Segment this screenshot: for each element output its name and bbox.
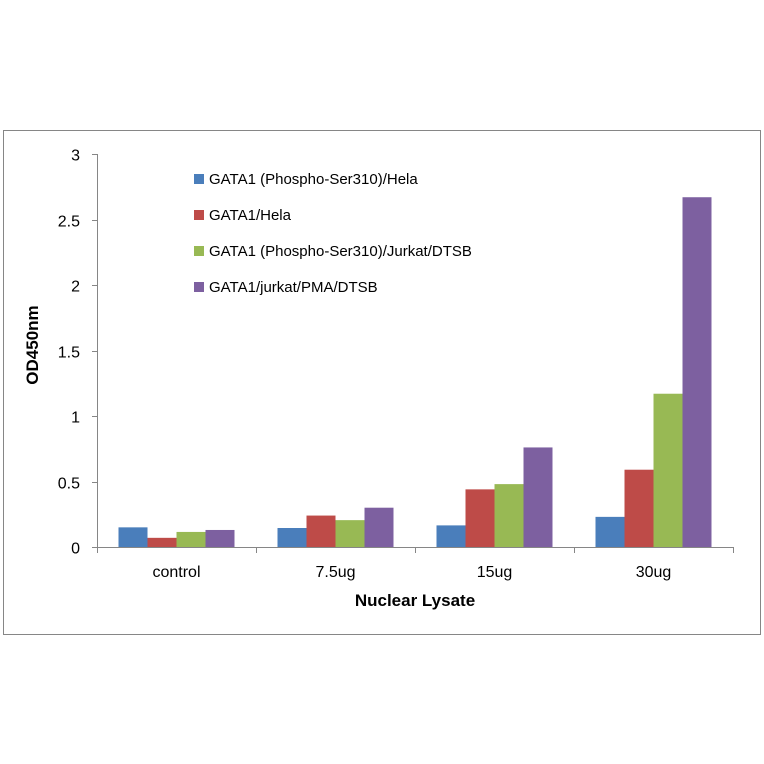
bar (682, 197, 712, 548)
bar (118, 527, 148, 547)
x-tick-label: 15ug (477, 564, 513, 581)
legend: GATA1 (Phospho-Ser310)/Hela GATA1/Hela GAT… (194, 171, 472, 296)
bar (306, 515, 336, 547)
chart-border (3, 130, 761, 635)
x-axis-label: Nuclear Lysate (355, 591, 475, 610)
bar (147, 537, 177, 547)
bar (277, 528, 307, 547)
legend-label: GATA1/jurkat/PMA/DTSB (209, 279, 378, 296)
bar (335, 520, 365, 547)
bars (118, 197, 712, 548)
legend-swatch (194, 174, 204, 184)
bar (624, 469, 654, 547)
y-axis-label: OD450nm (23, 305, 42, 384)
legend-swatch (194, 246, 204, 256)
y-tick-label: 0.5 (58, 476, 80, 493)
y-tick-label: 3 (71, 148, 80, 165)
y-tick-label: 2.5 (58, 214, 80, 231)
legend-swatch (194, 210, 204, 220)
legend-label: GATA1 (Phospho-Ser310)/Jurkat/DTSB (209, 243, 472, 260)
y-tick-label: 0 (71, 541, 80, 558)
x-tick-label: 7.5ug (315, 564, 355, 581)
bar (205, 529, 235, 547)
legend-swatch (194, 282, 204, 292)
legend-label: GATA1/Hela (209, 207, 292, 224)
bar (523, 447, 553, 547)
legend-label: GATA1 (Phospho-Ser310)/Hela (209, 171, 418, 188)
bar (176, 531, 206, 547)
x-tick-label: control (152, 564, 200, 581)
bar (595, 516, 625, 547)
bar (494, 484, 524, 547)
x-tick-label: 30ug (636, 564, 672, 581)
x-axis-ticks: control 7.5ug 15ug 30ug (97, 547, 734, 581)
bar (465, 489, 495, 547)
y-tick-label: 1.5 (58, 345, 80, 362)
bar (436, 525, 466, 547)
bar (364, 507, 394, 547)
y-tick-label: 2 (71, 279, 80, 296)
y-tick-label: 1 (71, 410, 80, 427)
bar (653, 393, 683, 547)
y-axis-ticks: 0 0.5 1 1.5 2 2.5 3 (58, 148, 97, 558)
